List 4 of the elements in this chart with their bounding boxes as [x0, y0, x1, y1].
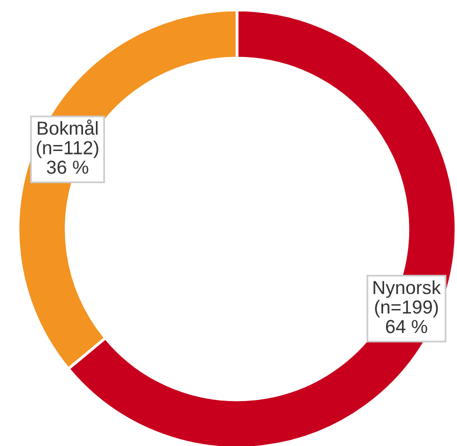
slice-label: Nynorsk [374, 280, 441, 298]
data-label: (n=199) 64 % [375, 300, 438, 334]
data-label: (n=112) 36 % [36, 140, 98, 174]
slice-label: Bokmål [38, 120, 98, 135]
